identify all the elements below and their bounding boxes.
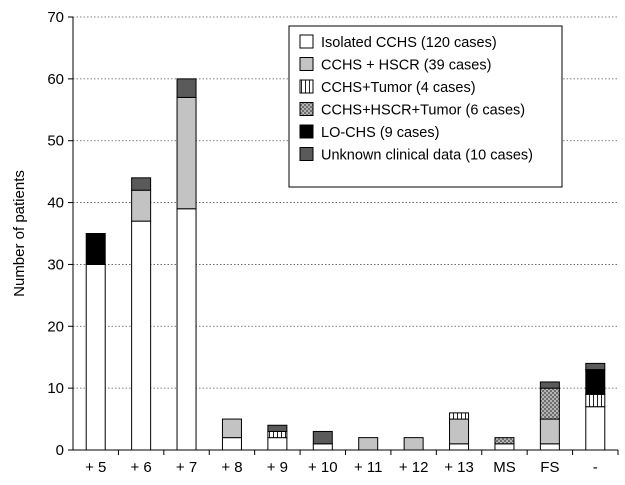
bar-segment bbox=[85, 233, 106, 265]
legend-swatch bbox=[299, 79, 314, 94]
bars bbox=[85, 78, 606, 451]
legend-swatch bbox=[299, 102, 314, 116]
x-tick-label: + 10 bbox=[308, 459, 338, 476]
bar-segment bbox=[312, 430, 333, 445]
legend-swatch bbox=[299, 124, 314, 139]
y-axis-title: Number of patients bbox=[11, 170, 28, 297]
bar-segment bbox=[539, 418, 560, 445]
bar-segment bbox=[585, 362, 606, 371]
y-tick-label: 0 bbox=[56, 442, 64, 459]
x-tick-label: - bbox=[593, 459, 598, 476]
x-tick-label: + 13 bbox=[444, 459, 474, 476]
bar-segment bbox=[449, 418, 470, 445]
x-tick-label: + 7 bbox=[176, 459, 197, 476]
bar-segment bbox=[585, 406, 606, 451]
bar-segment bbox=[585, 393, 606, 408]
legend-swatch bbox=[299, 147, 314, 161]
legend-box bbox=[288, 25, 563, 188]
bar-segment bbox=[267, 437, 288, 451]
x-tick-label: MS bbox=[493, 459, 516, 476]
legend-swatch bbox=[299, 57, 314, 71]
legend-label: Isolated CCHS (120 cases) bbox=[321, 35, 497, 51]
axes: 0 10 20 30 40 50 60 70 Number of patients + 5 + 6 +… bbox=[11, 9, 619, 476]
bar-segment bbox=[449, 412, 470, 420]
x-tick-label: + 5 bbox=[85, 459, 106, 476]
bar-segment bbox=[176, 96, 197, 210]
legend-label: CCHS + HSCR (39 cases) bbox=[321, 58, 491, 74]
legend-label: Unknown clinical data (10 cases) bbox=[321, 148, 533, 164]
x-tick-label: + 11 bbox=[354, 459, 383, 476]
x-tick-label: + 6 bbox=[130, 459, 151, 476]
bar-segment bbox=[267, 430, 288, 439]
bar-segment bbox=[539, 381, 560, 389]
bar-segment bbox=[494, 437, 515, 445]
x-tick-label: FS bbox=[540, 459, 559, 476]
bar-segment bbox=[131, 177, 152, 191]
bar-segment bbox=[131, 220, 152, 451]
bar-segment bbox=[358, 437, 379, 451]
legend-label: LO-CHS (9 cases) bbox=[321, 125, 439, 141]
bar-segment bbox=[176, 208, 197, 451]
bar-segment bbox=[221, 418, 242, 439]
legend: Isolated CCHS (120 cases) CCHS + HSCR (39… bbox=[288, 25, 563, 188]
bar-segment bbox=[494, 443, 515, 451]
y-tick-label: 40 bbox=[47, 195, 64, 212]
bar-segment bbox=[539, 387, 560, 420]
bar-segment bbox=[176, 78, 197, 98]
bar-segment bbox=[585, 369, 606, 395]
bar-segment bbox=[267, 424, 288, 432]
y-tick-label: 10 bbox=[47, 380, 64, 397]
y-tick-label: 20 bbox=[47, 318, 64, 335]
x-tick-label: + 8 bbox=[221, 459, 242, 476]
legend-swatch bbox=[299, 34, 314, 49]
bar-segment bbox=[403, 437, 424, 451]
bar-segment bbox=[221, 437, 242, 451]
bar-segment bbox=[449, 443, 470, 451]
bar-segment bbox=[312, 443, 333, 451]
legend-label: CCHS+HSCR+Tumor (6 cases) bbox=[321, 103, 525, 119]
y-tick-label: 30 bbox=[47, 256, 64, 273]
legend-label: CCHS+Tumor (4 cases) bbox=[321, 80, 476, 96]
y-tick-label: 70 bbox=[47, 9, 64, 26]
bar-segment bbox=[539, 443, 560, 451]
bar-segment bbox=[131, 189, 152, 222]
y-tick-label: 60 bbox=[47, 71, 64, 88]
y-tick-label: 50 bbox=[47, 133, 64, 150]
bar-segment bbox=[85, 263, 106, 451]
x-tick-label: + 9 bbox=[267, 459, 288, 476]
x-tick-label: + 12 bbox=[399, 459, 429, 476]
